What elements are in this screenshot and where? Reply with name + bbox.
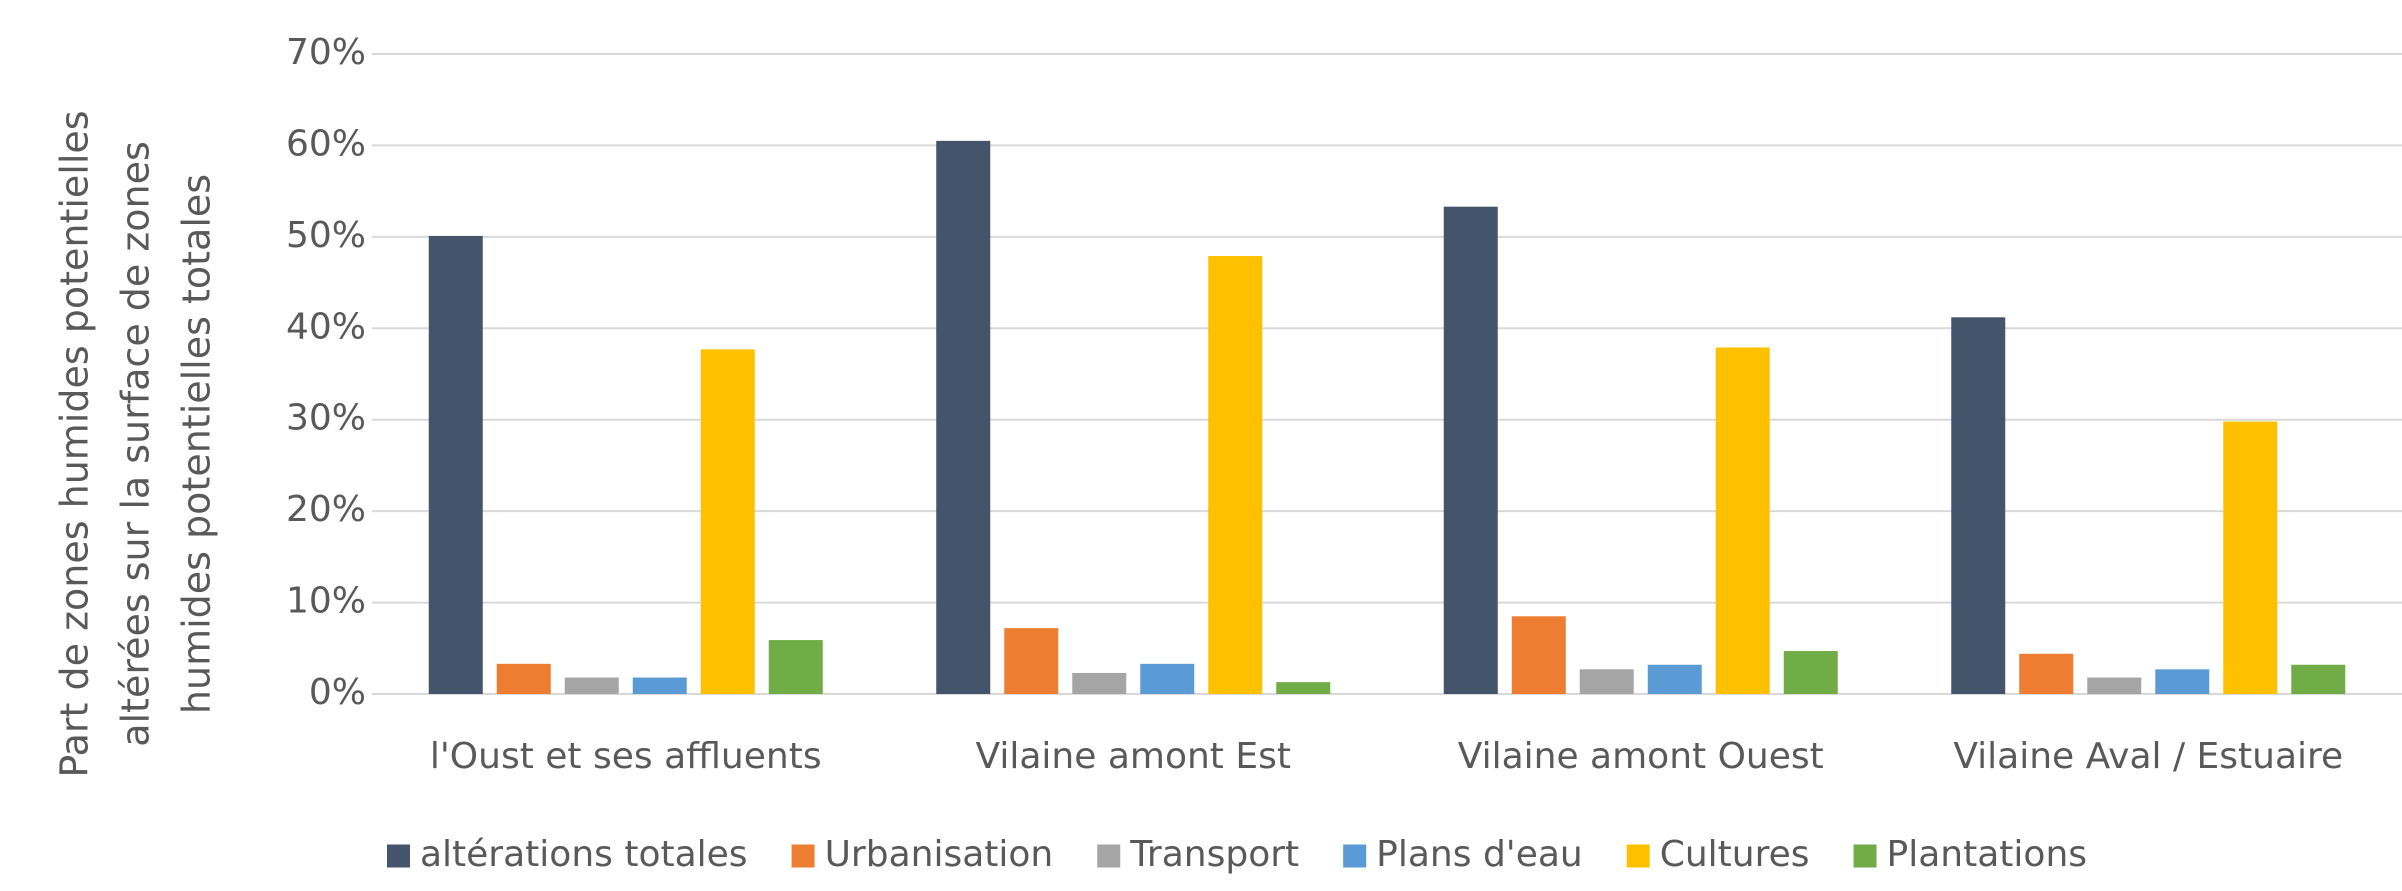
bar	[1783, 651, 1838, 694]
y-axis-title: Part de zones humides potentielles	[53, 110, 97, 777]
y-tick-label: 0%	[309, 672, 366, 713]
legend: altérations totales Urbanisation Transport…	[386, 834, 2087, 875]
bar	[936, 140, 991, 694]
bar	[2087, 677, 2142, 694]
bar	[2291, 664, 2346, 694]
x-tick-label: l'Oust et ses affluents	[430, 736, 822, 777]
legend-label: Cultures	[1660, 834, 1810, 875]
legend-label: Urbanisation	[825, 834, 1054, 875]
bar	[496, 663, 551, 694]
bar	[1511, 616, 1566, 694]
bar	[1208, 256, 1263, 694]
bar	[1443, 206, 1498, 694]
legend-label: Plantations	[1887, 834, 2087, 875]
y-tick-label: 30%	[286, 398, 366, 439]
bar	[1140, 663, 1195, 694]
y-tick-label: 20%	[286, 489, 366, 530]
bar	[1579, 669, 1634, 694]
x-tick-label: Vilaine Aval / Estuaire	[1953, 736, 2343, 777]
y-tick-label: 50%	[286, 215, 366, 256]
y-tick-label: 60%	[286, 123, 366, 164]
legend-label: Plans d'eau	[1376, 834, 1583, 875]
bar	[1072, 672, 1127, 694]
legend-swatch	[386, 844, 410, 868]
x-tick-label: Vilaine amont Est	[976, 736, 1291, 777]
y-tick-label: 40%	[286, 306, 366, 347]
legend-swatch	[1853, 844, 1877, 868]
legend-label: Transport	[1129, 834, 1299, 875]
y-tick-label: 70%	[286, 32, 366, 73]
legend-swatch	[791, 844, 815, 868]
legend-swatch	[1626, 844, 1650, 868]
bar	[700, 349, 755, 694]
bar	[564, 677, 619, 694]
bar	[2019, 653, 2074, 694]
bar	[1715, 347, 1770, 694]
bar	[768, 640, 823, 694]
bar	[1647, 664, 1702, 694]
legend-label: altérations totales	[420, 834, 748, 875]
bar	[632, 677, 687, 694]
bar	[1004, 628, 1059, 694]
y-axis-title: humides potentielles totales	[175, 174, 219, 714]
bar	[428, 235, 483, 694]
bar	[2155, 669, 2210, 694]
bar	[1951, 317, 2006, 694]
x-tick-label: Vilaine amont Ouest	[1458, 736, 1824, 777]
bar	[1276, 682, 1331, 694]
y-tick-label: 10%	[286, 581, 366, 622]
legend-swatch	[1343, 844, 1367, 868]
legend-swatch	[1097, 844, 1121, 868]
y-axis-title: altérées sur la surface de zones	[114, 141, 158, 747]
bar	[2223, 421, 2278, 694]
